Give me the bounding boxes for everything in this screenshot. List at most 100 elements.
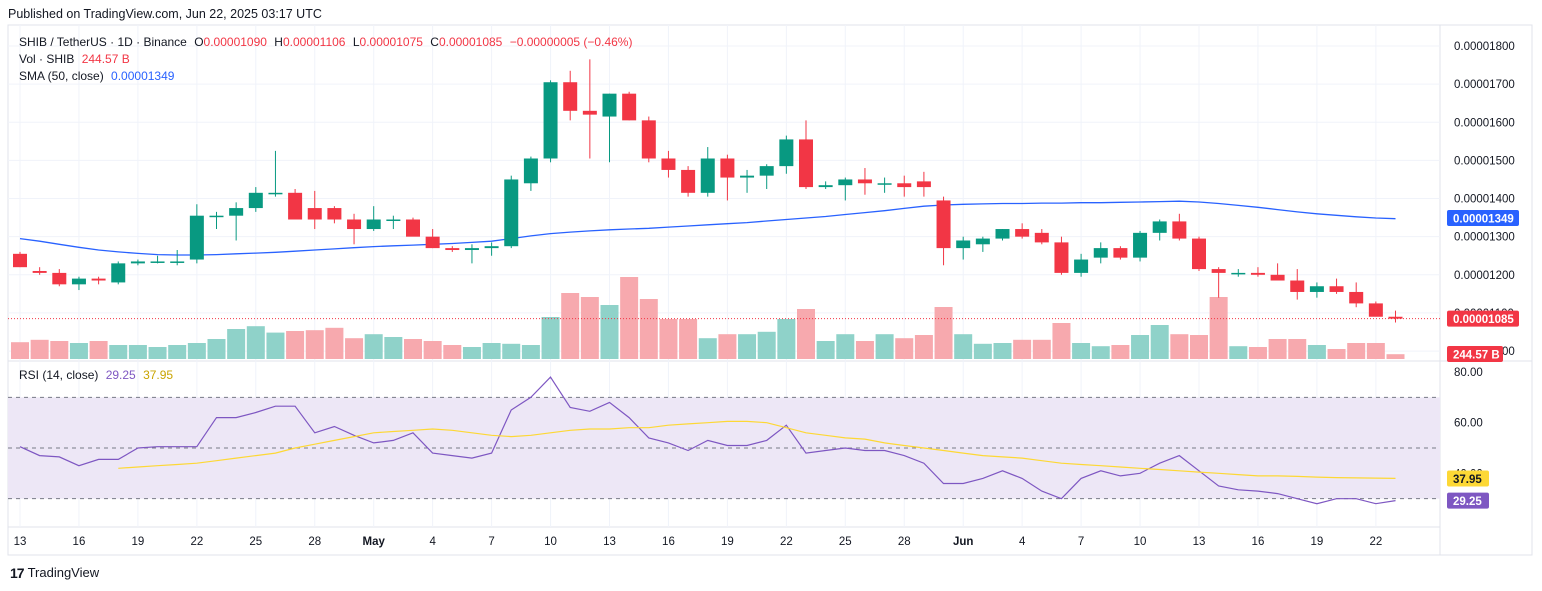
candle-body xyxy=(1093,248,1108,258)
footer-brand[interactable]: 17 TradingView xyxy=(10,563,99,583)
volume-bar xyxy=(1190,335,1208,359)
chart-frame: 0.00001800 0.00001700 0.00001600 0.00001500… xyxy=(0,24,1542,591)
close-price-tag-label: 0.00001085 xyxy=(1453,314,1514,326)
candle-body xyxy=(484,246,499,249)
time-tick-label: 13 xyxy=(1193,536,1206,548)
candle-body xyxy=(32,270,47,273)
volume-bar xyxy=(1386,354,1405,359)
volume-bar xyxy=(1170,334,1189,359)
time-tick-label: Jun xyxy=(953,536,973,548)
candle-body xyxy=(641,120,656,159)
candle-body xyxy=(150,261,165,263)
volume-bar xyxy=(738,334,757,359)
time-tick-label: 28 xyxy=(898,536,911,548)
candle-body xyxy=(425,236,440,249)
price-tick-label: 0.00001700 xyxy=(1454,79,1515,91)
candle-body xyxy=(71,278,86,285)
volume-bars xyxy=(11,277,1405,359)
candle-body xyxy=(1388,316,1403,319)
candle-body xyxy=(1054,242,1069,273)
volume-bar xyxy=(1072,343,1091,359)
legend-c-value: 0.00001085 xyxy=(439,35,503,49)
chart-svg[interactable]: 0.00001800 0.00001700 0.00001600 0.00001500… xyxy=(0,24,1542,558)
candle-body xyxy=(91,278,106,281)
candle-body xyxy=(877,183,892,185)
candle-body xyxy=(720,158,735,178)
time-tick-label: 22 xyxy=(780,536,793,548)
volume-bar xyxy=(1288,339,1307,359)
volume-bar xyxy=(1248,347,1267,359)
sma-line xyxy=(19,200,1396,256)
time-tick-label: 19 xyxy=(132,536,145,548)
volume-bar xyxy=(875,334,894,359)
volume-bar xyxy=(423,341,442,359)
volume-bar xyxy=(659,319,678,359)
candle-body xyxy=(956,240,971,249)
volume-tag-label: 244.57 B xyxy=(1453,350,1500,362)
volume-bar xyxy=(954,334,973,359)
candle-body xyxy=(170,261,185,263)
candle-body xyxy=(268,192,283,195)
candle-body xyxy=(818,185,833,188)
chart-border xyxy=(7,24,1533,556)
volume-bar xyxy=(1091,346,1110,359)
volume-bar xyxy=(1347,343,1366,359)
candle-body xyxy=(916,181,931,188)
time-tick-label: 7 xyxy=(488,536,494,548)
candlesticks xyxy=(13,59,1403,323)
time-tick-label: 13 xyxy=(603,536,616,548)
time-axis[interactable]: 13 16 19 22 25 28 May 4 7 10 13 16 19 22 25 28 Jun 4 7 10 13… xyxy=(14,536,1383,548)
sma-line-group xyxy=(19,200,1396,256)
rsi-ma-line xyxy=(118,420,1396,479)
rsi-ma-tag xyxy=(1447,470,1489,487)
candle-body xyxy=(740,175,755,178)
volume-bar xyxy=(895,338,914,359)
volume-bar xyxy=(639,299,658,359)
sma-price-tag-label: 0.00001349 xyxy=(1453,213,1514,225)
volume-bar xyxy=(128,345,147,359)
volume-bar xyxy=(836,334,855,359)
candle-body xyxy=(857,179,872,184)
candle-body xyxy=(386,219,401,222)
volume-bar xyxy=(1013,339,1032,359)
candle-body xyxy=(523,158,538,184)
rsi-tag-label: 29.25 xyxy=(1453,496,1482,508)
volume-bar xyxy=(1052,323,1071,359)
price-tick-label: 0.00001500 xyxy=(1454,155,1515,167)
volume-bar xyxy=(541,317,560,359)
volume-bar xyxy=(246,326,265,359)
legend-h-label: H xyxy=(274,35,283,49)
volume-bar xyxy=(698,338,717,359)
candle-body xyxy=(681,169,696,193)
candle-body xyxy=(1231,272,1246,275)
time-tick-label: 25 xyxy=(839,536,852,548)
candle-body xyxy=(52,272,67,285)
price-tick-label: 0.00001200 xyxy=(1454,270,1515,282)
volume-bar xyxy=(914,335,933,359)
volume-bar xyxy=(286,331,305,359)
volume-bar xyxy=(11,342,29,359)
candle-body xyxy=(248,192,263,209)
volume-bar xyxy=(1150,325,1169,359)
volume-bar xyxy=(404,339,422,359)
candle-body xyxy=(1211,269,1226,273)
candle-body xyxy=(799,139,813,188)
candle-body xyxy=(1133,232,1148,258)
candle-body xyxy=(582,110,597,115)
candle-body xyxy=(406,219,420,237)
candle-body xyxy=(1270,274,1285,281)
candle-body xyxy=(1349,291,1364,304)
legend-vol-label: Vol · SHIB xyxy=(19,52,74,66)
candle-body xyxy=(307,208,322,220)
candle-body xyxy=(897,183,912,188)
volume-bar xyxy=(1131,335,1150,359)
volume-bar xyxy=(207,339,226,359)
volume-bar xyxy=(521,345,540,359)
legend-line-2: Vol · SHIB 244.57 B xyxy=(19,52,130,66)
time-tick-label: 19 xyxy=(721,536,734,548)
volume-bar xyxy=(30,339,49,359)
price-axis[interactable]: 0.00001800 0.00001700 0.00001600 0.00001500… xyxy=(1447,41,1519,362)
tradingview-logo-icon: 17 xyxy=(10,565,25,581)
volume-bar xyxy=(168,345,187,359)
